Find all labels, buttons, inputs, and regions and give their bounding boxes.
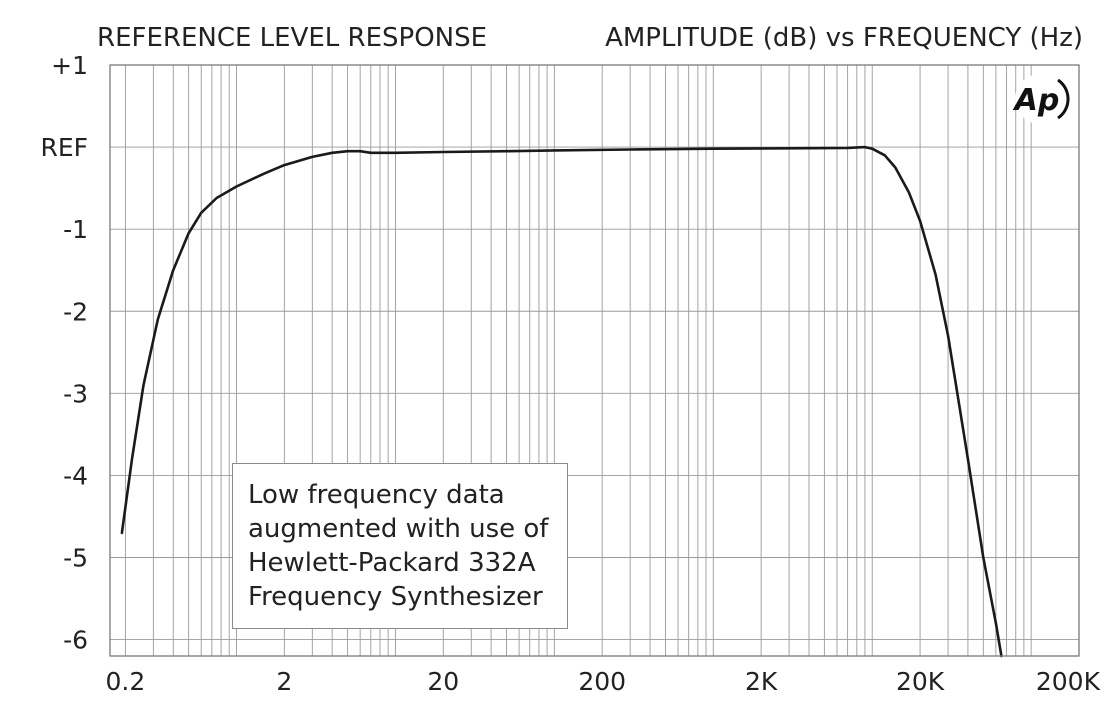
annotation-box: Low frequency data augmented with use of… (232, 463, 568, 629)
y-tick-label: -4 (63, 461, 88, 490)
x-tick-label: 200 (578, 667, 626, 696)
y-tick-label: +1 (51, 51, 88, 80)
logo-text: Ap (1013, 83, 1060, 118)
x-tick-label: 20 (427, 667, 459, 696)
series-line (120, 145, 1003, 658)
y-tick-label: -3 (63, 379, 88, 408)
y-tick-label: REF (40, 133, 88, 162)
y-tick-label: -2 (63, 297, 88, 326)
ap-logo: Ap (1013, 74, 1070, 124)
y-tick-label: -6 (63, 626, 88, 655)
chart-title: REFERENCE LEVEL RESPONSE (97, 23, 487, 53)
x-tick-label: 20K (896, 667, 945, 696)
x-tick-label: 0.2 (106, 667, 146, 696)
x-tick-label: 2K (745, 667, 778, 696)
x-axis-ticks: 0.2 2 20 200 2K 20K 200K (106, 667, 1101, 696)
chart-subtitle: AMPLITUDE (dB) vs FREQUENCY (Hz) (605, 23, 1083, 53)
annotation-line: Low frequency data (248, 480, 505, 510)
annotation-line: Frequency Synthesizer (248, 582, 543, 612)
plot-frame (109, 64, 1080, 657)
annotation-line: augmented with use of (248, 514, 549, 544)
series-group (120, 145, 1003, 658)
x-tick-label: 200K (1036, 667, 1101, 696)
y-axis-ticks: +1 REF -1 -2 -3 -4 -5 -6 (40, 51, 88, 655)
y-tick-label: -1 (63, 215, 88, 244)
x-tick-label: 2 (276, 667, 292, 696)
y-tick-label: -5 (63, 544, 88, 573)
annotation-line: Hewlett-Packard 332A (248, 548, 536, 578)
